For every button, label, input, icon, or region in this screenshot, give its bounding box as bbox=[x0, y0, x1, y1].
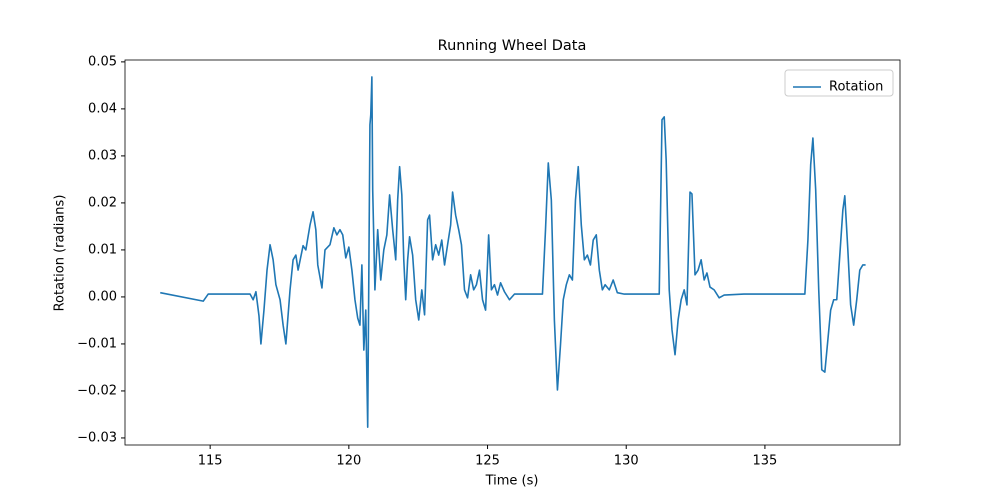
chart-title: Running Wheel Data bbox=[438, 38, 587, 54]
y-tick-label: 0.00 bbox=[88, 289, 117, 304]
x-axis-label: Time (s) bbox=[485, 474, 539, 489]
legend-label: Rotation bbox=[829, 80, 883, 95]
y-tick-label: 0.03 bbox=[88, 148, 117, 163]
y-tick-label: 0.02 bbox=[88, 195, 117, 210]
y-tick-label: 0.04 bbox=[88, 101, 117, 116]
y-tick-label: −0.01 bbox=[77, 336, 117, 351]
y-tick-label: −0.03 bbox=[77, 430, 117, 445]
legend-box bbox=[784, 69, 894, 97]
y-axis-label: Rotation (radians) bbox=[53, 195, 68, 312]
x-tick-label: 130 bbox=[614, 454, 639, 469]
data-line bbox=[160, 76, 866, 428]
y-tick-label: 0.05 bbox=[88, 54, 117, 69]
x-tick-label: 115 bbox=[198, 454, 223, 469]
y-tick-label: 0.01 bbox=[88, 242, 117, 257]
plot-frame bbox=[124, 59, 901, 446]
x-tick-label: 135 bbox=[753, 454, 778, 469]
y-tick-label: −0.02 bbox=[77, 383, 117, 398]
x-tick-label: 125 bbox=[475, 454, 500, 469]
x-tick-label: 120 bbox=[336, 454, 361, 469]
